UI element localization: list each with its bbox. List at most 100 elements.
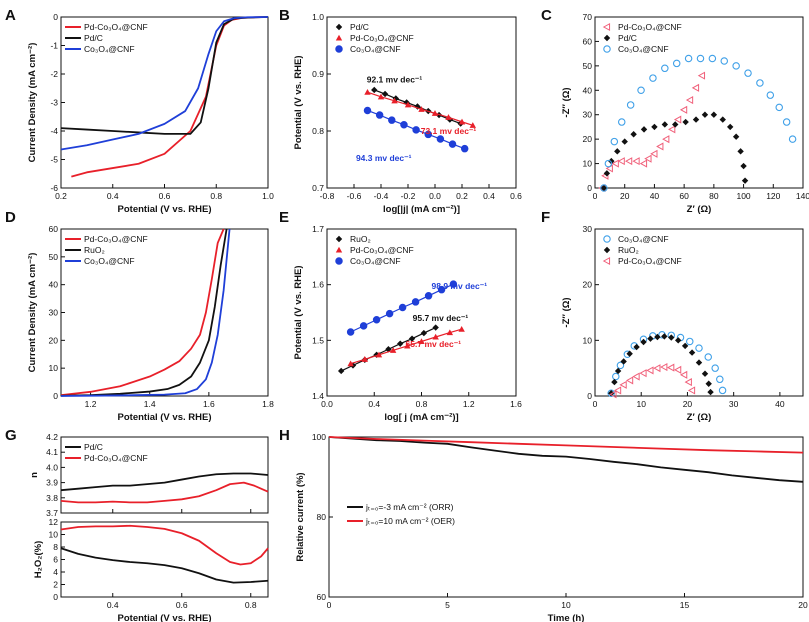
c-data-point <box>756 79 764 87</box>
b-x-tick-label: -0.4 <box>374 191 389 201</box>
panel-g-bottom: 0.4 0.6 0.8 0 2 4 6 8 10 12 Potential (V vs. RHE) H… <box>33 517 269 622</box>
a-x-tick-label: 0.4 <box>107 191 119 201</box>
f-x-tick-label: 20 <box>683 399 693 409</box>
d-legend-label: RuO₂ <box>84 245 105 255</box>
g-top-y-tick-label: 4.2 <box>46 432 58 442</box>
b-slope-annotation: 94.3 mv dec⁻¹ <box>356 153 412 163</box>
c-data-point <box>719 116 726 123</box>
c-data-point <box>741 177 749 184</box>
e-legend-swatch <box>335 257 343 265</box>
b-data-point <box>377 93 385 100</box>
f-y-tick-label: 10 <box>583 335 593 345</box>
c-legend-label: Pd-Co₃O₄@CNF <box>618 22 682 32</box>
d-y-tick-label: 10 <box>49 363 59 373</box>
c-legend-label: Pd/C <box>618 33 637 43</box>
b-slope-annotation: 92.1 mv dec⁻¹ <box>367 75 423 85</box>
b-data-point <box>460 144 469 153</box>
c-data-point <box>611 159 619 168</box>
panel-a: 0.2 0.4 0.6 0.8 1.0 -6 -5 -4 -3 -2 -1 0 Potential (V… <box>5 7 274 215</box>
f-data-point <box>654 333 661 341</box>
c-y-axis-title: -Z″ (Ω) <box>561 87 572 117</box>
f-data-point <box>633 343 640 351</box>
h-x-tick-label: 20 <box>798 600 808 610</box>
c-x-tick-label: 40 <box>650 191 660 201</box>
b-data-point <box>469 122 476 128</box>
h-x-tick-label: 15 <box>680 600 690 610</box>
c-y-tick-label: 0 <box>587 183 592 193</box>
c-data-point <box>732 62 740 70</box>
e-legend-label: Co₃O₄@CNF <box>350 256 401 266</box>
c-legend-swatch <box>603 45 611 53</box>
e-slope-annotation: 65.7 mv dec⁻¹ <box>406 339 462 349</box>
d-series-line <box>60 228 231 397</box>
f-data-point <box>688 349 696 356</box>
c-data-point <box>782 118 791 126</box>
c-data-point <box>621 138 628 145</box>
e-data-point <box>418 338 425 345</box>
b-data-point <box>436 135 445 143</box>
h-x-tick-label: 10 <box>561 600 571 610</box>
a-y-tick-label: -3 <box>50 98 58 108</box>
g-bottom-x-tick-label: 0.8 <box>245 600 257 610</box>
h-x-axis-title: Time (h) <box>548 613 585 622</box>
g-bottom-series-line <box>60 524 269 566</box>
c-data-point <box>640 126 648 133</box>
f-data-point <box>639 369 647 378</box>
f-y-tick-label: 0 <box>587 391 592 401</box>
c-data-point <box>672 59 681 68</box>
e-data-point <box>458 326 465 332</box>
c-x-tick-label: 60 <box>679 191 689 201</box>
f-data-point <box>632 372 640 381</box>
g-bottom-y-tick-label: 2 <box>53 580 58 590</box>
c-data-point <box>604 159 613 168</box>
g-top-y-tick-label: 4.0 <box>46 462 58 472</box>
f-data-point <box>609 390 617 399</box>
panel-b: -0.8 -0.6 -0.4 -0.2 0.0 0.2 0.4 0.6 0.7 0.8 0.9 1.0… <box>279 7 522 215</box>
f-data-point <box>614 367 622 375</box>
c-data-point <box>637 86 645 95</box>
b-y-axis-title: Potential (V vs. RHE) <box>293 56 304 150</box>
g-bottom-y-tick-label: 6 <box>53 555 58 565</box>
f-x-tick-label: 40 <box>775 399 785 409</box>
h-y-tick-label: 100 <box>312 432 326 442</box>
f-x-tick-label: 0 <box>593 399 598 409</box>
c-x-tick-label: 20 <box>620 191 630 201</box>
c-panel-label: C <box>541 7 552 24</box>
h-x-tick-label: 0 <box>327 600 332 610</box>
f-data-point <box>647 335 654 342</box>
e-legend-label: RuO₂ <box>350 234 371 244</box>
f-legend-swatch <box>602 256 611 266</box>
f-data-point <box>679 370 688 379</box>
b-data-point <box>371 86 378 94</box>
c-data-point <box>673 115 682 124</box>
f-data-point <box>701 370 709 377</box>
e-data-point <box>437 285 446 294</box>
d-series-line <box>60 228 228 397</box>
f-data-point <box>612 372 620 381</box>
c-legend-label: Co₃O₄@CNF <box>618 44 669 54</box>
b-data-point <box>458 118 466 125</box>
f-data-point <box>673 365 682 374</box>
f-data-point <box>695 344 703 352</box>
d-x-tick-label: 1.8 <box>262 399 274 409</box>
f-y-tick-label: 30 <box>583 224 593 234</box>
c-data-point <box>649 74 657 82</box>
c-y-tick-label: 40 <box>583 85 593 95</box>
b-y-tick-label: 0.9 <box>312 69 324 79</box>
d-series-line <box>60 228 225 397</box>
c-data-point <box>685 96 694 105</box>
f-data-point <box>695 359 703 366</box>
f-data-point <box>707 388 714 396</box>
h-legend-label: jₜ₌₀=-3 mA cm⁻² (ORR) <box>365 502 454 512</box>
b-legend-label: Pd/C <box>350 22 369 32</box>
c-y-tick-label: 70 <box>583 12 593 22</box>
f-data-point <box>625 376 634 385</box>
f-x-axis-title: Z′ (Ω) <box>687 412 712 423</box>
a-y-tick-label: -5 <box>50 155 58 165</box>
b-data-point <box>391 97 398 104</box>
g-top-series-line <box>60 481 269 504</box>
d-y-tick-label: 20 <box>49 335 59 345</box>
c-data-point <box>775 103 783 112</box>
c-y-tick-label: 20 <box>583 134 593 144</box>
c-y-tick-label: 50 <box>583 61 593 71</box>
